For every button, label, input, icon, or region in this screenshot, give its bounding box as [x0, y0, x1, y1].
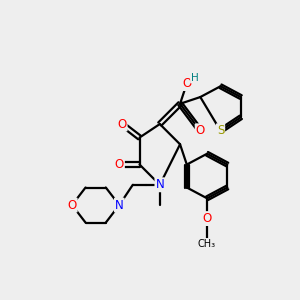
- Text: N: N: [155, 178, 164, 191]
- Text: N: N: [115, 199, 124, 212]
- Text: S: S: [217, 124, 224, 137]
- Text: O: O: [196, 124, 205, 137]
- Text: H: H: [191, 73, 199, 82]
- Text: O: O: [117, 118, 127, 130]
- Text: CH₃: CH₃: [198, 239, 216, 249]
- Text: O: O: [115, 158, 124, 171]
- Text: O: O: [202, 212, 212, 225]
- Text: O: O: [68, 199, 77, 212]
- Text: O: O: [182, 77, 191, 90]
